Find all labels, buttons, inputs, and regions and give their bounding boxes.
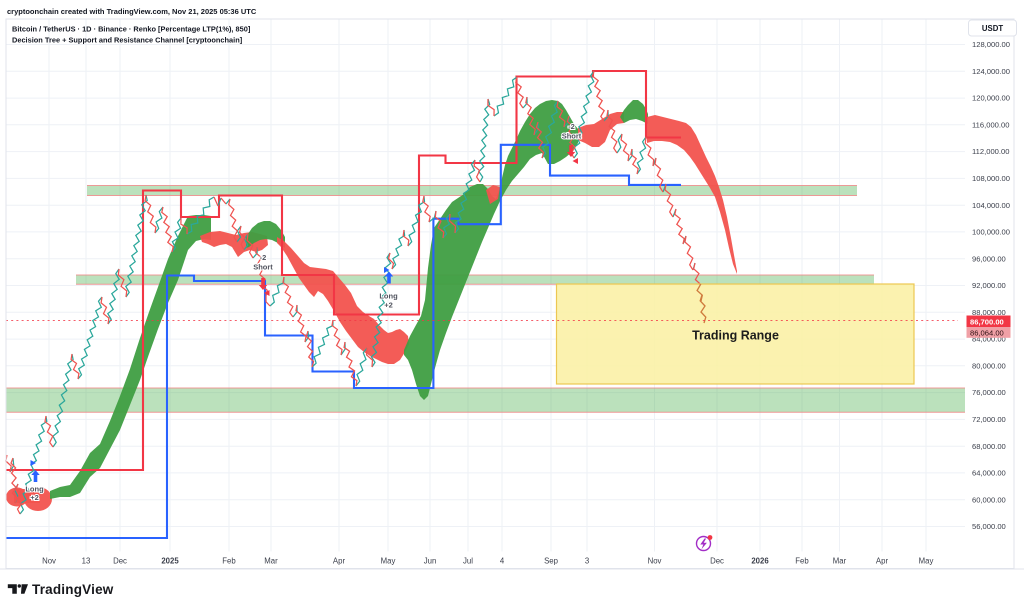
svg-text:Mar: Mar: [833, 557, 847, 566]
svg-text:Short: Short: [562, 132, 582, 141]
svg-text:13: 13: [82, 557, 91, 566]
svg-text:Mar: Mar: [264, 557, 278, 566]
svg-text:+2: +2: [384, 301, 393, 310]
svg-text:Dec: Dec: [113, 557, 127, 566]
svg-text:124,000.00: 124,000.00: [972, 67, 1010, 76]
svg-text:2026: 2026: [751, 557, 769, 566]
svg-text:Feb: Feb: [222, 557, 236, 566]
svg-text:-2: -2: [260, 253, 267, 262]
svg-text:68,000.00: 68,000.00: [972, 442, 1006, 451]
svg-text:cryptoonchain created with Tra: cryptoonchain created with TradingView.c…: [7, 7, 257, 16]
svg-text:TradingView: TradingView: [32, 582, 114, 597]
svg-text:64,000.00: 64,000.00: [972, 469, 1006, 478]
svg-text:Feb: Feb: [795, 557, 809, 566]
svg-text:116,000.00: 116,000.00: [972, 120, 1009, 129]
svg-text:Trading Range: Trading Range: [692, 329, 779, 343]
svg-text:120,000.00: 120,000.00: [972, 94, 1010, 103]
svg-text:Apr: Apr: [333, 557, 346, 566]
svg-text:Dec: Dec: [710, 557, 724, 566]
svg-text:96,000.00: 96,000.00: [972, 254, 1006, 263]
svg-text:104,000.00: 104,000.00: [972, 201, 1010, 210]
svg-text:Bitcoin / TetherUS · 1D · Bina: Bitcoin / TetherUS · 1D · Binance · Renk…: [12, 25, 251, 34]
svg-text:4: 4: [500, 557, 505, 566]
svg-text:56,000.00: 56,000.00: [972, 522, 1006, 531]
svg-text:88,000.00: 88,000.00: [972, 308, 1006, 317]
svg-text:May: May: [919, 557, 934, 566]
svg-text:86,700.00: 86,700.00: [970, 317, 1004, 326]
svg-text:Sep: Sep: [544, 557, 559, 566]
svg-text:Nov: Nov: [42, 557, 56, 566]
svg-text:Long: Long: [25, 485, 44, 494]
svg-text:2025: 2025: [161, 557, 179, 566]
svg-text:+2: +2: [30, 493, 39, 502]
svg-text:100,000.00: 100,000.00: [972, 228, 1010, 237]
svg-text:Jul: Jul: [463, 557, 473, 566]
svg-text:80,000.00: 80,000.00: [972, 361, 1006, 370]
svg-text:Short: Short: [253, 263, 273, 272]
svg-text:76,000.00: 76,000.00: [972, 388, 1006, 397]
svg-text:128,000.00: 128,000.00: [972, 40, 1010, 49]
svg-text:86,064.00: 86,064.00: [970, 329, 1004, 338]
svg-text:84,000.00: 84,000.00: [972, 335, 1006, 344]
svg-text:Long: Long: [379, 292, 398, 301]
svg-text:108,000.00: 108,000.00: [972, 174, 1010, 183]
svg-text:Apr: Apr: [876, 557, 889, 566]
svg-text:60,000.00: 60,000.00: [972, 495, 1006, 504]
svg-text:Nov: Nov: [648, 557, 662, 566]
svg-text:72,000.00: 72,000.00: [972, 415, 1006, 424]
svg-text:-2: -2: [568, 122, 575, 131]
svg-text:Decision Tree + Support and Re: Decision Tree + Support and Resistance C…: [12, 36, 243, 45]
svg-text:May: May: [381, 557, 396, 566]
svg-text:3: 3: [585, 557, 589, 566]
svg-text:Jun: Jun: [424, 557, 437, 566]
svg-text:112,000.00: 112,000.00: [972, 147, 1009, 156]
svg-text:USDT: USDT: [982, 24, 1003, 33]
svg-text:92,000.00: 92,000.00: [972, 281, 1006, 290]
